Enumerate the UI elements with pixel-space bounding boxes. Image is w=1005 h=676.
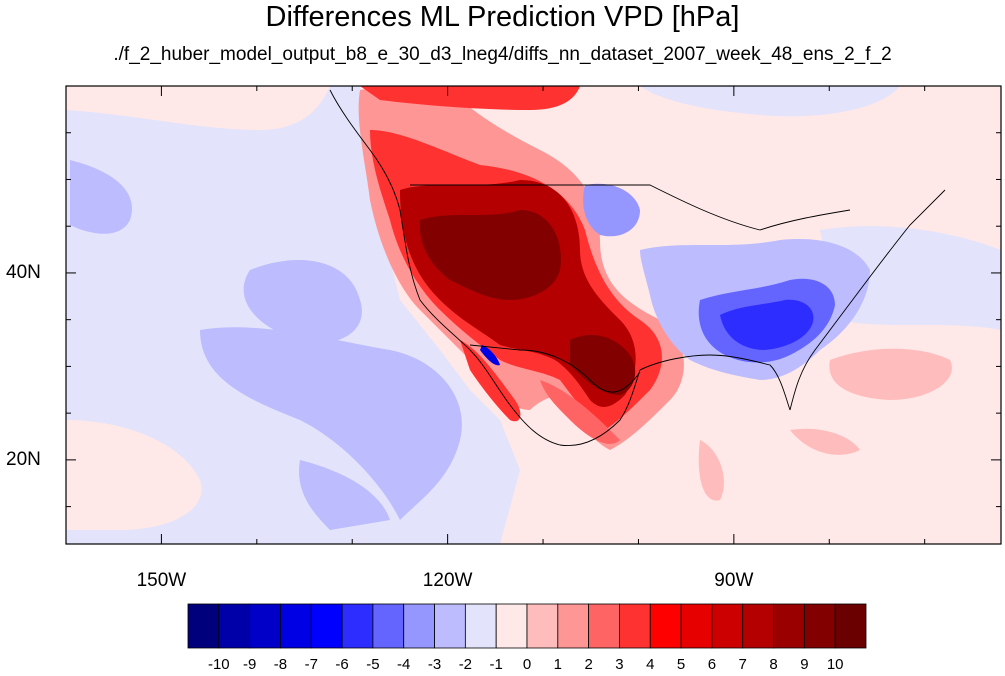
- border-us-mexico: [469, 344, 641, 393]
- region-caribbean-pink-2: [790, 428, 860, 455]
- colorbar-swatch: [834, 603, 867, 649]
- y-tick-label: 20N: [6, 448, 41, 470]
- region-nepac-pale: [66, 86, 330, 130]
- region-caribbean-pink: [698, 440, 724, 501]
- region-atlantic-pink: [829, 348, 952, 400]
- colorbar-label: -1: [489, 656, 503, 673]
- colorbar-swatch: [803, 603, 836, 649]
- map-frame: [65, 85, 1002, 545]
- colorbar-swatch: [680, 603, 713, 649]
- colorbar-swatch: [742, 603, 774, 649]
- colorbar: [187, 603, 867, 649]
- colorbar-label: 8: [769, 656, 778, 673]
- colorbar-swatch: [526, 603, 559, 649]
- colorbar-label: -5: [366, 656, 380, 673]
- colorbar-label: 7: [738, 656, 747, 673]
- colorbar-swatch: [280, 603, 312, 649]
- coastline-gulf: [639, 354, 791, 411]
- colorbar-swatch: [649, 603, 682, 649]
- colorbar-swatch: [464, 603, 497, 649]
- colorbar-swatch: [218, 603, 251, 649]
- colorbar-swatch: [557, 603, 590, 649]
- colorbar-swatch: [187, 603, 220, 649]
- region-east-dark-blue: [720, 299, 814, 350]
- region-gulf-california-blue: [480, 345, 500, 366]
- x-axis: [65, 86, 926, 544]
- colorbar-swatch: [495, 603, 528, 649]
- colorbar-swatch: [773, 603, 805, 649]
- colorbar-label: 10: [826, 656, 844, 673]
- region-pacific-blue-3: [70, 160, 132, 234]
- figure-subtitle: ./f_2_huber_model_output_b8_e_30_d3_lneg…: [113, 44, 892, 65]
- colorbar-label: -8: [273, 656, 288, 673]
- region-mexico-red: [540, 380, 620, 444]
- coastlines: [329, 89, 946, 447]
- region-pacific-blue-2: [200, 327, 462, 520]
- colorbar-swatch: [372, 603, 405, 649]
- x-tick-label: 150W: [136, 570, 187, 591]
- colorbar-label: 4: [646, 656, 655, 673]
- region-midwest-blue: [583, 183, 640, 237]
- colorbar-label: 1: [553, 656, 562, 673]
- colorbar-label: -9: [242, 656, 257, 673]
- colorbar-label: -7: [304, 656, 318, 673]
- region-baja-red: [460, 340, 521, 422]
- x-tick-label: 120W: [422, 570, 473, 591]
- border-us-canada: [410, 184, 851, 231]
- y-tick-label: 40N: [6, 261, 41, 283]
- y-axis: [66, 85, 1001, 508]
- colorbar-swatch: [403, 603, 435, 649]
- colorbar-label: 3: [615, 656, 624, 673]
- colorbar-swatch: [711, 603, 744, 649]
- region-atlantic-pale: [820, 226, 1001, 330]
- region-pacific-blue-1: [243, 260, 362, 343]
- region-alaska-red: [360, 86, 580, 110]
- coastline-east: [789, 189, 946, 411]
- x-tick-label: 90W: [714, 570, 754, 591]
- colorbar-label: -3: [427, 656, 442, 673]
- coastline-west-north-america: [329, 89, 641, 447]
- colorbar-label: 2: [584, 656, 593, 673]
- colorbar-swatch: [310, 603, 343, 649]
- region-north-canada-pale: [640, 86, 900, 117]
- colorbar-label: 0: [522, 656, 532, 673]
- region-texas-max: [570, 335, 636, 395]
- region-west-max: [419, 210, 561, 300]
- colorbar-swatch: [619, 603, 651, 649]
- map-field: [66, 86, 1001, 544]
- colorbar-swatch: [341, 603, 374, 649]
- colorbar-label: -6: [335, 656, 349, 673]
- colorbar-label: 5: [676, 656, 686, 673]
- colorbar-label: -2: [458, 656, 473, 673]
- colorbar-label: -10: [207, 656, 230, 673]
- region-pacific-blue-4: [299, 460, 390, 530]
- colorbar-label: 6: [707, 656, 717, 673]
- colorbar-swatch: [434, 603, 466, 649]
- colorbar-swatch: [588, 603, 620, 649]
- colorbar-label: -4: [397, 656, 411, 673]
- colorbar-swatch: [249, 603, 281, 649]
- figure-title: Differences ML Prediction VPD [hPa]: [265, 1, 740, 33]
- colorbar-label: 9: [800, 656, 809, 673]
- region-pacific-pink: [66, 420, 202, 530]
